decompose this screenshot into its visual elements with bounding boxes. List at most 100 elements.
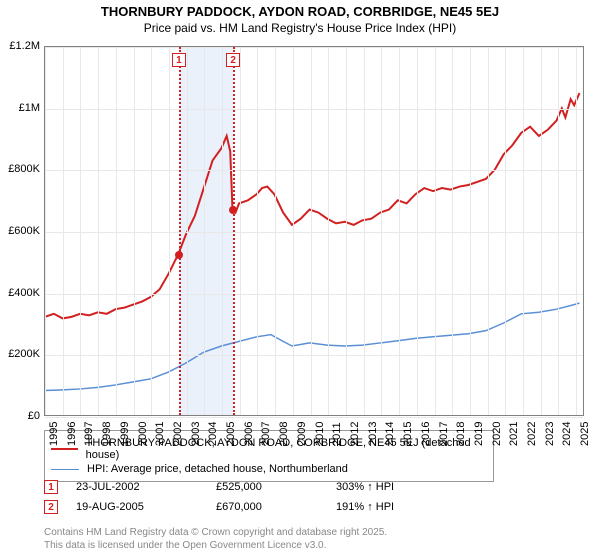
chart-container: THORNBURY PADDOCK, AYDON ROAD, CORBRIDGE… <box>0 0 600 560</box>
event-line <box>179 47 181 415</box>
xtick-label: 2001 <box>154 422 166 446</box>
gridline-v <box>116 47 117 415</box>
gridline-h <box>45 47 583 48</box>
ytick-label: £200K <box>0 348 40 360</box>
gridline-v <box>275 47 276 415</box>
ytick-label: £800K <box>0 163 40 175</box>
xtick-label: 2020 <box>491 422 503 446</box>
gridline-v <box>257 47 258 415</box>
xtick-label: 2006 <box>243 422 255 446</box>
series-subject <box>45 93 579 318</box>
xtick-label: 2016 <box>420 422 432 446</box>
ytick-label: £600K <box>0 225 40 237</box>
footer: Contains HM Land Registry data © Crown c… <box>44 526 387 552</box>
gridline-v <box>169 47 170 415</box>
xtick-label: 2017 <box>438 422 450 446</box>
xtick-label: 2024 <box>561 422 573 446</box>
xtick-label: 2022 <box>526 422 538 446</box>
gridline-v <box>328 47 329 415</box>
legend-swatch <box>51 448 78 450</box>
footer-line1: Contains HM Land Registry data © Crown c… <box>44 526 387 539</box>
xtick-label: 2010 <box>314 422 326 446</box>
sales-row: 1 23-JUL-2002£525,000303% ↑ HPI <box>44 480 456 494</box>
sales-marker: 2 <box>44 500 58 514</box>
xtick-label: 2007 <box>260 422 272 446</box>
gridline-v <box>134 47 135 415</box>
xtick-label: 2003 <box>190 422 202 446</box>
gridline-v <box>452 47 453 415</box>
gridline-v <box>470 47 471 415</box>
gridline-v <box>399 47 400 415</box>
event-marker: 2 <box>226 53 240 67</box>
sales-marker: 1 <box>44 480 58 494</box>
gridline-v <box>417 47 418 415</box>
xtick-label: 1999 <box>119 422 131 446</box>
footer-line2: This data is licensed under the Open Gov… <box>44 539 387 552</box>
gridline-v <box>346 47 347 415</box>
gridline-v <box>45 47 46 415</box>
series-hpi <box>45 303 579 390</box>
legend-row: HPI: Average price, detached house, Nort… <box>51 463 487 475</box>
gridline-v <box>222 47 223 415</box>
xtick-label: 1998 <box>101 422 113 446</box>
chart-area: 12 <box>44 46 584 416</box>
xtick-label: 2009 <box>296 422 308 446</box>
gridline-v <box>364 47 365 415</box>
title-line2: Price paid vs. HM Land Registry's House … <box>0 21 600 35</box>
gridline-h <box>45 109 583 110</box>
sale-point <box>175 251 183 259</box>
sale-point <box>229 206 237 214</box>
chart-svg <box>45 47 583 415</box>
gridline-v <box>311 47 312 415</box>
gridline-v <box>488 47 489 415</box>
xtick-label: 2018 <box>455 422 467 446</box>
gridline-h <box>45 355 583 356</box>
gridline-v <box>576 47 577 415</box>
xtick-label: 2004 <box>207 422 219 446</box>
sales-date: 23-JUL-2002 <box>76 481 216 493</box>
gridline-v <box>435 47 436 415</box>
gridline-v <box>187 47 188 415</box>
xtick-label: 2002 <box>172 422 184 446</box>
event-line <box>233 47 235 415</box>
gridline-v <box>541 47 542 415</box>
ytick-label: £400K <box>0 287 40 299</box>
xtick-label: 2005 <box>225 422 237 446</box>
gridline-v <box>558 47 559 415</box>
gridline-v <box>80 47 81 415</box>
gridline-v <box>523 47 524 415</box>
title-block: THORNBURY PADDOCK, AYDON ROAD, CORBRIDGE… <box>0 0 600 35</box>
gridline-v <box>63 47 64 415</box>
xtick-label: 2019 <box>473 422 485 446</box>
sales-table: 1 23-JUL-2002£525,000303% ↑ HPI 219-AUG-20… <box>44 480 456 520</box>
sales-price: £670,000 <box>216 501 336 513</box>
gridline-v <box>240 47 241 415</box>
xtick-label: 2013 <box>367 422 379 446</box>
legend-label: HPI: Average price, detached house, Nort… <box>87 463 348 475</box>
event-marker: 1 <box>172 53 186 67</box>
xtick-label: 2021 <box>508 422 520 446</box>
gridline-h <box>45 170 583 171</box>
gridline-v <box>151 47 152 415</box>
xtick-label: 2014 <box>384 422 396 446</box>
xtick-label: 1997 <box>83 422 95 446</box>
gridline-v <box>381 47 382 415</box>
gridline-v <box>293 47 294 415</box>
xtick-label: 1996 <box>66 422 78 446</box>
xtick-label: 2011 <box>331 422 343 446</box>
sales-delta: 303% ↑ HPI <box>336 481 456 493</box>
gridline-h <box>45 232 583 233</box>
xtick-label: 1995 <box>48 422 60 446</box>
sales-price: £525,000 <box>216 481 336 493</box>
xtick-label: 2012 <box>349 422 361 446</box>
sales-delta: 191% ↑ HPI <box>336 501 456 513</box>
legend-swatch <box>51 469 79 470</box>
xtick-label: 2023 <box>544 422 556 446</box>
gridline-h <box>45 294 583 295</box>
xtick-label: 2000 <box>137 422 149 446</box>
sales-row: 219-AUG-2005£670,000191% ↑ HPI <box>44 500 456 514</box>
xtick-label: 2015 <box>402 422 414 446</box>
ytick-label: £1M <box>0 102 40 114</box>
ytick-label: £1.2M <box>0 40 40 52</box>
gridline-v <box>204 47 205 415</box>
